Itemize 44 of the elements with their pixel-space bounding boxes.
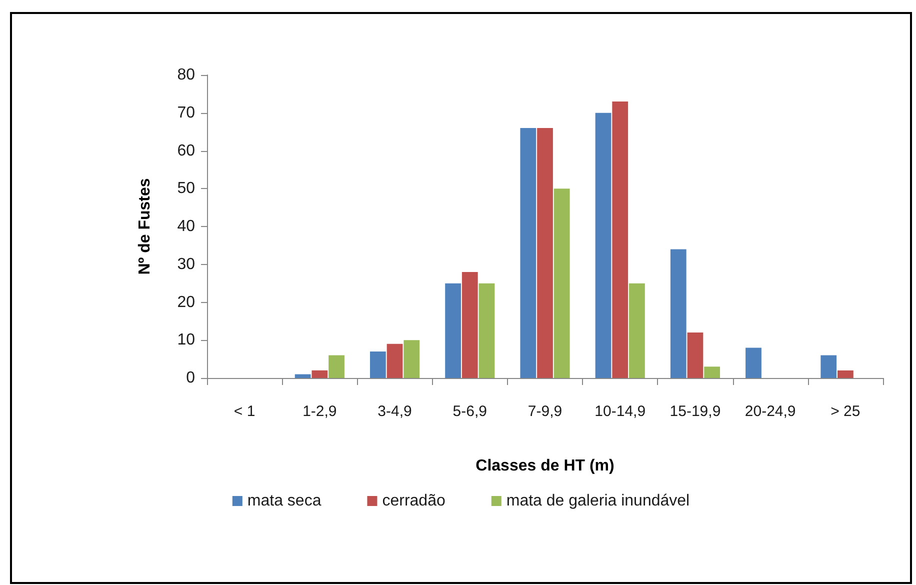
bar [537,128,553,378]
bar [838,370,854,378]
y-tick-label: 20 [177,294,196,311]
bar [386,344,403,378]
x-tick-label: 20-24,9 [744,403,796,420]
bar [445,283,461,378]
bar [820,355,837,378]
x-tick-label: 15-19,9 [670,403,721,420]
bar [595,112,612,378]
bar [629,283,645,378]
y-tick-label: 50 [177,180,196,198]
x-tick-label: 5-6,9 [452,403,487,420]
x-tick-label: 1-2,9 [302,403,337,420]
bar [746,348,762,378]
bar [370,351,386,378]
x-axis-title: Classes de HT (m) [476,458,614,474]
bar [687,332,704,378]
legend-label: mata seca [247,492,322,510]
bar [670,249,686,378]
y-tick-label: 0 [186,370,196,386]
legend-label: mata de galeria inundável [506,492,690,510]
bar [404,340,420,378]
y-tick-label: 30 [177,256,196,273]
bar [478,283,495,378]
x-tick-label: 10-14,9 [594,403,646,420]
x-tick-label: 3-4,9 [378,403,412,420]
bar [328,355,344,378]
legend-label: cerradão [382,492,446,510]
x-tick-label: 7-9,9 [528,403,562,420]
bar [312,370,328,378]
bar [462,272,478,378]
y-tick-label: 80 [177,66,196,84]
x-tick-label: > 25 [830,403,860,420]
bar [554,188,570,378]
y-axis-title: Nº de Fustes [136,178,154,275]
bar [612,102,628,378]
y-tick-label: 10 [177,332,196,349]
y-tick-label: 40 [177,218,196,235]
bar [520,128,536,378]
bar [704,366,720,378]
x-tick-label: < 1 [234,403,256,420]
bar [294,374,311,378]
y-tick-label: 70 [177,104,196,122]
y-tick-label: 60 [177,142,196,160]
